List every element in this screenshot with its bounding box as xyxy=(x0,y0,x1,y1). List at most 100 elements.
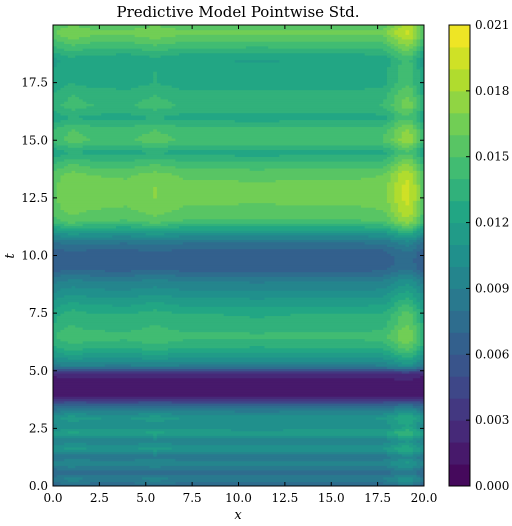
contour-cell xyxy=(264,331,392,335)
contour-cell xyxy=(149,82,162,86)
contour-cell xyxy=(171,209,384,213)
contour-cell xyxy=(390,338,399,342)
contour-cell xyxy=(401,135,414,139)
contour-cell xyxy=(175,34,384,38)
contour-cell xyxy=(409,181,414,185)
x-tick-label: 2.5 xyxy=(90,491,109,505)
contour-cell xyxy=(383,446,395,450)
contour-cell xyxy=(130,269,180,273)
contour-cell xyxy=(156,128,388,132)
x-tick-label: 5.0 xyxy=(136,491,155,505)
contour-cell xyxy=(416,158,421,162)
contour-cell xyxy=(53,179,62,183)
contour-cell xyxy=(53,361,388,365)
contour-cell xyxy=(416,354,421,358)
contour-cell xyxy=(56,467,395,471)
contour-cell xyxy=(53,278,69,282)
contour-cell xyxy=(394,352,418,356)
contour-cell xyxy=(394,186,403,190)
contour-cell xyxy=(156,195,388,199)
contour-cell xyxy=(416,41,421,45)
contour-cell xyxy=(82,340,143,344)
contour-cell xyxy=(171,294,384,298)
contour-cell xyxy=(386,36,395,40)
contour-cell xyxy=(53,246,395,250)
contour-cell xyxy=(245,45,269,49)
contour-cell xyxy=(67,278,84,282)
contour-cell xyxy=(164,232,388,236)
contour-cell xyxy=(386,285,399,289)
contour-cell xyxy=(420,308,424,312)
colorbar-tick-label: 0.009 xyxy=(475,281,509,295)
contour-cell xyxy=(60,269,106,273)
colorbar-level xyxy=(449,288,470,311)
contour-cell xyxy=(179,207,377,211)
contour-cell xyxy=(412,313,418,317)
contour-cell xyxy=(53,276,392,280)
contour-cell xyxy=(416,101,421,104)
contour-cell xyxy=(67,220,76,224)
contour-cell xyxy=(130,207,180,211)
contour-cell xyxy=(398,147,414,151)
contour-cell xyxy=(420,41,424,45)
contour-cell xyxy=(138,105,173,109)
contour-cell xyxy=(53,107,73,111)
contour-cell xyxy=(53,290,58,293)
colorbar-level xyxy=(449,222,470,246)
contour-cell xyxy=(86,209,139,213)
contour-cell xyxy=(394,257,414,261)
contour-cell xyxy=(416,170,421,174)
contour-cell xyxy=(71,128,76,132)
contour-cell xyxy=(412,172,418,176)
contour-cell xyxy=(409,184,418,187)
contour-cell xyxy=(53,331,58,335)
contour-cell xyxy=(179,363,377,367)
contour-cell xyxy=(53,260,395,264)
contour-cell xyxy=(412,140,418,144)
contour-cell xyxy=(386,184,395,187)
contour-cell xyxy=(53,285,73,289)
contour-cell xyxy=(398,154,414,157)
contour-cell xyxy=(153,435,158,439)
contour-cell xyxy=(401,133,414,137)
contour-cell xyxy=(420,449,424,453)
contour-cell xyxy=(412,241,421,245)
y-tick-label: 5.0 xyxy=(29,364,48,378)
contour-cell xyxy=(60,225,117,229)
contour-cell xyxy=(156,435,388,439)
contour-cell xyxy=(67,356,84,360)
contour-cell xyxy=(383,340,395,344)
contour-cell xyxy=(412,356,421,360)
contour-cell xyxy=(401,36,414,40)
contour-cell xyxy=(78,114,147,118)
contour-cell xyxy=(368,303,395,307)
contour-cell xyxy=(420,119,424,123)
contour-cell xyxy=(416,84,421,88)
contour-cell xyxy=(390,460,407,464)
contour-cell xyxy=(53,121,388,125)
contour-cell xyxy=(386,80,399,84)
contour-cell xyxy=(67,140,84,144)
contour-cell xyxy=(164,117,388,121)
contour-cell xyxy=(53,156,388,160)
contour-cell xyxy=(420,107,424,111)
contour-cell xyxy=(420,105,424,109)
contour-cell xyxy=(420,202,424,206)
contour-cell xyxy=(153,193,158,197)
contour-cell xyxy=(420,91,424,95)
contour-cell xyxy=(405,220,410,224)
contour-cell xyxy=(420,211,424,215)
contour-cell xyxy=(53,326,65,330)
contour-cell xyxy=(156,285,388,289)
contour-cell xyxy=(53,50,388,54)
contour-cell xyxy=(182,204,362,208)
contour-cell xyxy=(64,165,91,169)
contour-cell xyxy=(390,209,399,213)
contour-cell xyxy=(420,227,424,231)
contour-cell xyxy=(398,57,414,61)
contour-cell xyxy=(412,437,421,441)
contour-cell xyxy=(175,27,384,31)
contour-cell xyxy=(82,149,143,153)
contour-cell xyxy=(412,160,418,164)
